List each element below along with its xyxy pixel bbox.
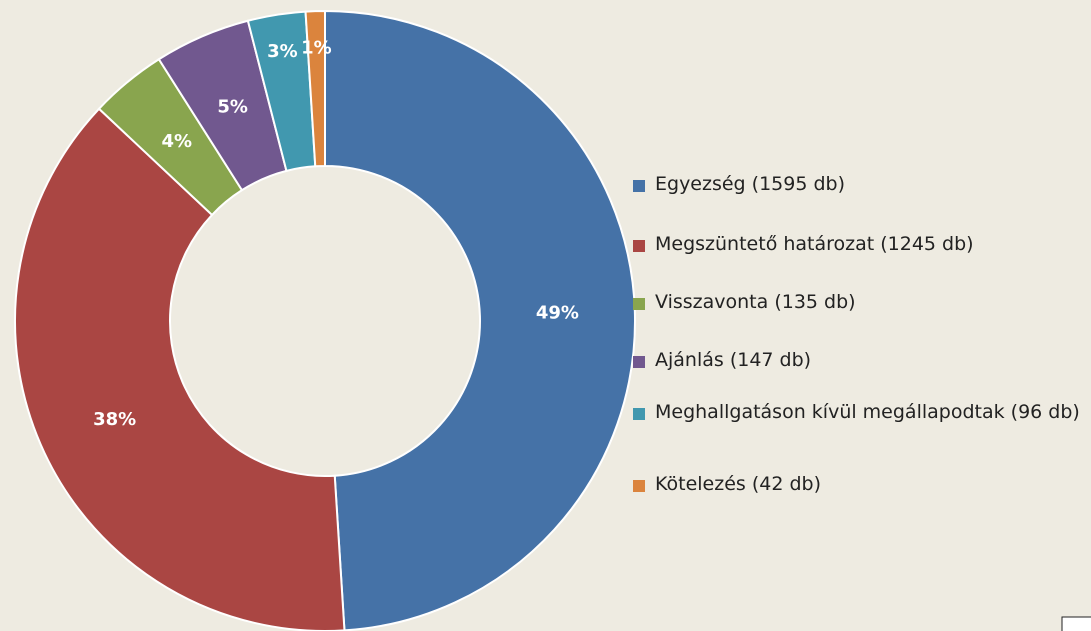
- legend-swatch: [633, 298, 645, 310]
- legend-label: Egyezség (1595 db): [655, 173, 845, 195]
- data-label: 49%: [536, 303, 579, 324]
- data-label: 1%: [301, 38, 332, 59]
- data-label: 4%: [162, 131, 193, 152]
- legend-label: Meghallgatáson kívül megállapodtak (96 d…: [655, 401, 1080, 423]
- legend-label: Visszavonta (135 db): [655, 291, 856, 313]
- data-label: 38%: [93, 409, 136, 430]
- legend-label: Kötelezés (42 db): [655, 473, 822, 495]
- legend-swatch: [633, 180, 645, 192]
- slice: [324, 9, 636, 631]
- corner-box: [1061, 616, 1091, 631]
- legend-item: Megszüntető határozat (1245 db): [633, 232, 1085, 256]
- legend-item: Kötelezés (42 db): [633, 472, 1085, 496]
- legend-item: Ajánlás (147 db): [633, 348, 1085, 372]
- data-label: 5%: [217, 97, 248, 118]
- legend-swatch: [633, 240, 645, 252]
- data-label: 3%: [267, 41, 298, 62]
- legend-item: Egyezség (1595 db): [633, 172, 1085, 196]
- slice: [304, 9, 326, 168]
- slice: [14, 107, 346, 631]
- legend-item: Visszavonta (135 db): [633, 290, 1085, 314]
- legend-swatch: [633, 408, 645, 420]
- legend-label: Ajánlás (147 db): [655, 349, 812, 371]
- legend-label: Megszüntető határozat (1245 db): [655, 233, 974, 255]
- legend-swatch: [633, 356, 645, 368]
- legend-swatch: [633, 480, 645, 492]
- legend-item: Meghallgatáson kívül megállapodtak (96 d…: [633, 400, 1085, 424]
